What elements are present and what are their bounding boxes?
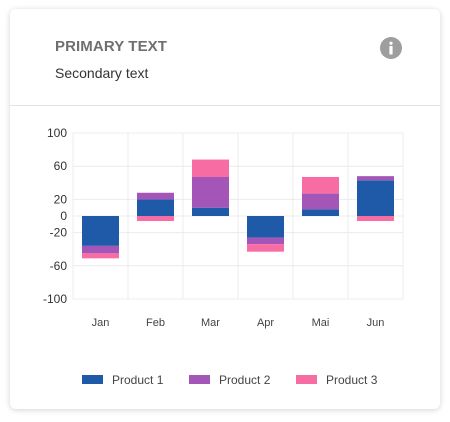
legend-label: Product 2 (219, 373, 271, 387)
y-tick-label: -100 (43, 292, 67, 306)
legend-label: Product 1 (112, 373, 164, 387)
bar-segment (357, 216, 394, 221)
y-tick-label: -20 (50, 226, 68, 240)
chart-card: PRIMARY TEXT Secondary text 100 60 20 0 -20 -… (10, 9, 440, 409)
bar-segment (137, 216, 174, 221)
x-tick-label: Jan (92, 317, 110, 329)
bar-segment (247, 244, 284, 252)
card-title: PRIMARY TEXT (55, 38, 168, 55)
x-tick-label: Feb (146, 317, 165, 329)
x-tick-label: Mar (201, 317, 220, 329)
y-tick-label: 0 (60, 209, 67, 223)
y-tick-label: 100 (47, 126, 67, 140)
legend-swatch (189, 375, 210, 384)
bar-segment (192, 207, 229, 216)
legend-label: Product 3 (326, 373, 378, 387)
bar-segment (192, 159, 229, 177)
info-icon[interactable] (380, 37, 402, 59)
bar-segment (247, 216, 284, 238)
card-header: PRIMARY TEXT Secondary text (10, 9, 440, 106)
bar-segment (82, 245, 119, 254)
card-subtitle: Secondary text (55, 65, 149, 81)
bar-segment (247, 237, 284, 245)
y-tick-label: 60 (54, 159, 68, 173)
bar-segment (302, 193, 339, 210)
x-tick-label: Jun (367, 317, 385, 329)
bar-segment (192, 176, 229, 208)
bar-segment (137, 199, 174, 216)
bar-segment (82, 253, 119, 259)
legend-swatch (82, 375, 103, 384)
bar-segment (357, 180, 394, 216)
bar-segment (82, 216, 119, 246)
x-tick-label: Apr (257, 317, 274, 329)
bar-segment (302, 209, 339, 216)
x-tick-label: Mai (312, 317, 330, 329)
y-tick-label: 20 (54, 192, 68, 206)
y-tick-label: -60 (50, 259, 68, 273)
bar-segment (302, 176, 339, 194)
bar-segment (137, 192, 174, 200)
legend-swatch (296, 375, 317, 384)
stacked-bar-chart: 100 60 20 0 -20 -60 -100 Jan Feb Mar Apr Mai Jun Prod… (43, 126, 404, 387)
bar-segment (357, 176, 394, 181)
